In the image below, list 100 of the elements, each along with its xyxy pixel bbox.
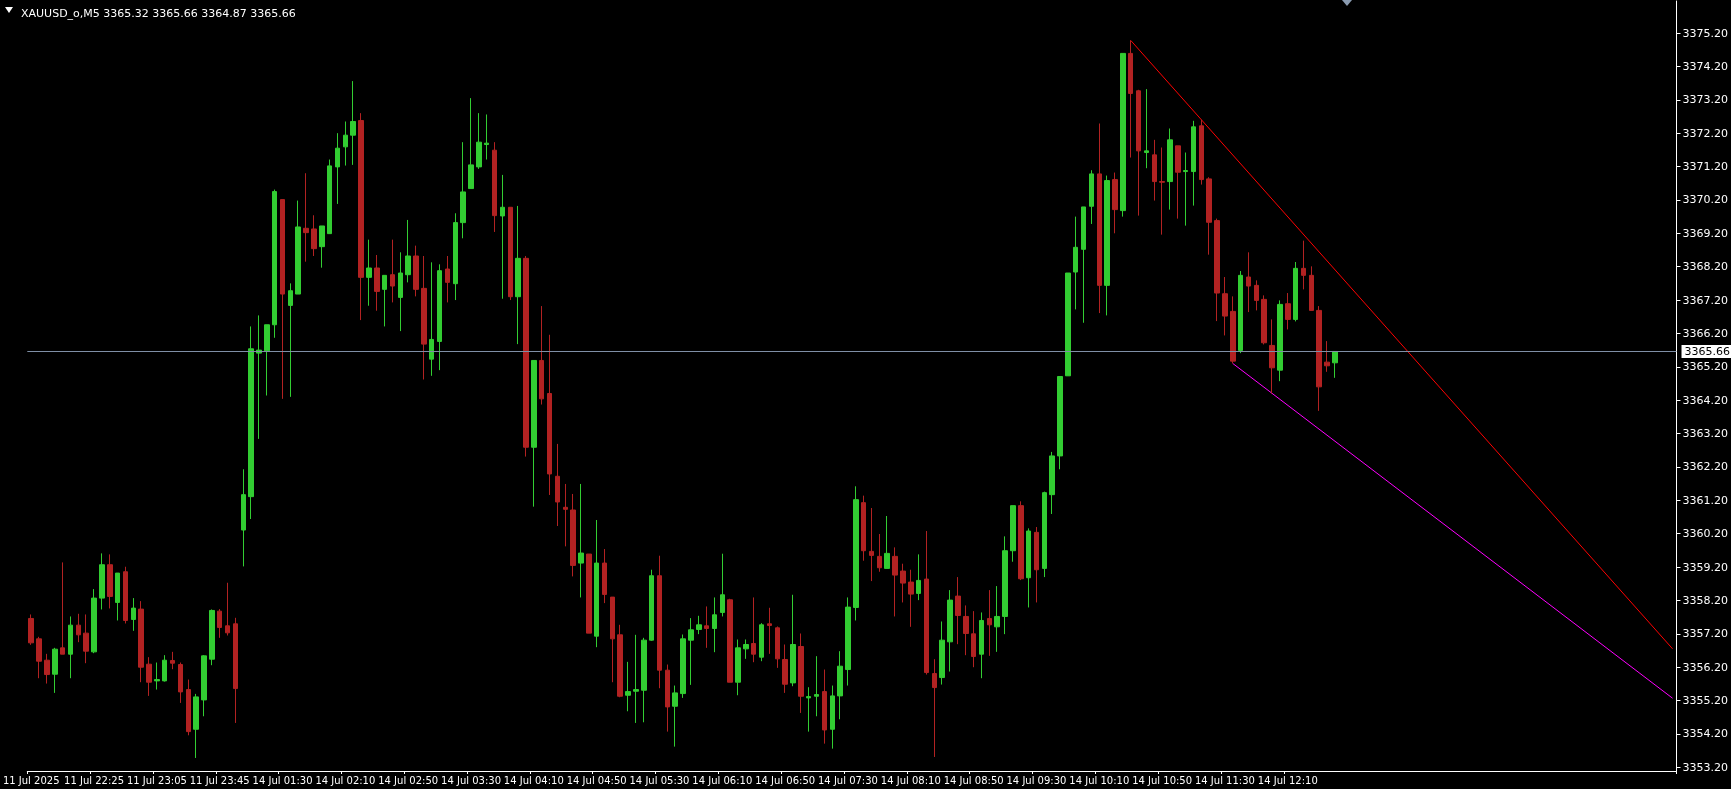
candlestick xyxy=(437,263,442,371)
candlestick xyxy=(515,205,521,345)
candlestick xyxy=(830,685,835,750)
candlestick xyxy=(52,647,58,694)
y-tick-label: 3375.20 xyxy=(1682,26,1729,40)
candlestick xyxy=(861,495,866,562)
candlestick xyxy=(563,483,568,547)
candlestick xyxy=(288,282,293,398)
candlestick xyxy=(617,624,623,698)
y-tick-label: 3362.20 xyxy=(1682,460,1729,474)
candlestick xyxy=(193,693,199,759)
candlestick xyxy=(1034,526,1039,603)
candlestick xyxy=(963,604,969,656)
x-tick-label: 14 Jul 04:50 xyxy=(566,774,627,786)
candlestick xyxy=(91,588,97,654)
candlestick xyxy=(994,585,1000,653)
candlestick xyxy=(1222,276,1228,336)
candlestick xyxy=(971,610,976,668)
candlestick xyxy=(916,553,921,601)
candlestick xyxy=(178,662,183,704)
candlestick xyxy=(36,636,42,679)
candlestick xyxy=(751,596,756,663)
candlestick xyxy=(484,113,489,161)
candlestick xyxy=(947,589,953,673)
candlestick xyxy=(720,553,725,617)
y-tick-label: 3361.20 xyxy=(1682,493,1729,507)
y-tick-label: 3366.20 xyxy=(1682,326,1729,340)
candlestick xyxy=(1246,251,1251,313)
candlestick xyxy=(767,607,772,655)
candlestick xyxy=(955,576,961,645)
y-tick-label: 3371.20 xyxy=(1682,160,1729,174)
candlestick xyxy=(531,359,537,508)
candlestick xyxy=(1324,340,1330,373)
x-tick-label: 11 Jul 23:45 xyxy=(189,774,250,786)
candlestick xyxy=(1285,292,1291,330)
candlestick xyxy=(248,325,254,520)
y-tick-label: 3355.20 xyxy=(1682,694,1729,708)
candlestick xyxy=(869,507,874,582)
candlestick xyxy=(1269,318,1275,395)
candlestick xyxy=(107,553,113,609)
candlestick xyxy=(1332,350,1338,379)
candlestick xyxy=(1261,294,1267,345)
candlestick xyxy=(1167,128,1173,211)
candlestick xyxy=(539,305,544,406)
candlestick xyxy=(1073,216,1078,310)
candlestick xyxy=(1120,52,1126,218)
candlestick xyxy=(272,189,277,339)
candlestick xyxy=(814,655,819,717)
candlestick xyxy=(138,600,144,683)
candlestick xyxy=(460,141,466,239)
candlestick xyxy=(1081,206,1086,324)
x-tick-label: 14 Jul 08:50 xyxy=(943,774,1004,786)
candlestick xyxy=(1018,500,1024,581)
candlestick xyxy=(1199,119,1204,186)
candlestick xyxy=(76,613,81,643)
candlestick xyxy=(704,605,709,649)
candlestick xyxy=(28,613,34,646)
candlestick xyxy=(1309,265,1314,311)
x-tick-label: 14 Jul 03:30 xyxy=(441,774,501,786)
candlestick xyxy=(115,572,120,621)
candlestick xyxy=(735,639,741,696)
candlestick xyxy=(837,650,843,720)
y-tick-label: 3360.20 xyxy=(1682,527,1729,541)
candlestick xyxy=(1301,240,1306,290)
candlestick xyxy=(154,662,160,691)
candlestick xyxy=(264,324,270,397)
candlestick xyxy=(877,533,882,573)
candlestick xyxy=(1191,120,1196,207)
candlestick xyxy=(170,651,175,670)
candlestick xyxy=(633,634,639,724)
x-tick-label: 14 Jul 12:10 xyxy=(1257,774,1318,786)
y-tick-label: 3374.20 xyxy=(1682,59,1729,73)
candlestick xyxy=(398,251,403,332)
candlestick xyxy=(900,563,906,603)
candlestick xyxy=(500,174,505,300)
candlestick xyxy=(405,219,411,283)
candlestick xyxy=(602,548,607,604)
candlestick xyxy=(570,493,576,577)
candlestick xyxy=(429,261,434,377)
candlestick xyxy=(186,679,191,736)
candlestick xyxy=(1065,272,1071,377)
candlestick xyxy=(1254,279,1259,311)
candlestick xyxy=(123,566,128,624)
candlestick xyxy=(586,553,592,634)
y-tick-label: 3359.20 xyxy=(1682,560,1729,574)
y-tick-label: 3356.20 xyxy=(1682,660,1729,674)
y-tick-label: 3368.20 xyxy=(1682,260,1729,274)
candlestick xyxy=(1049,451,1055,515)
y-tick-label: 3372.20 xyxy=(1682,126,1729,140)
candlestick xyxy=(987,589,992,657)
candlestick xyxy=(908,569,914,628)
candlestick xyxy=(696,615,702,635)
x-tick-label: 14 Jul 09:30 xyxy=(1006,774,1067,786)
candlestick xyxy=(335,132,340,205)
candlestick xyxy=(1128,39,1133,159)
candlestick xyxy=(1144,88,1149,169)
candlestick xyxy=(256,314,262,440)
y-tick-label: 3358.20 xyxy=(1682,593,1729,607)
candlestick xyxy=(1214,218,1220,322)
candlestick xyxy=(578,483,584,598)
